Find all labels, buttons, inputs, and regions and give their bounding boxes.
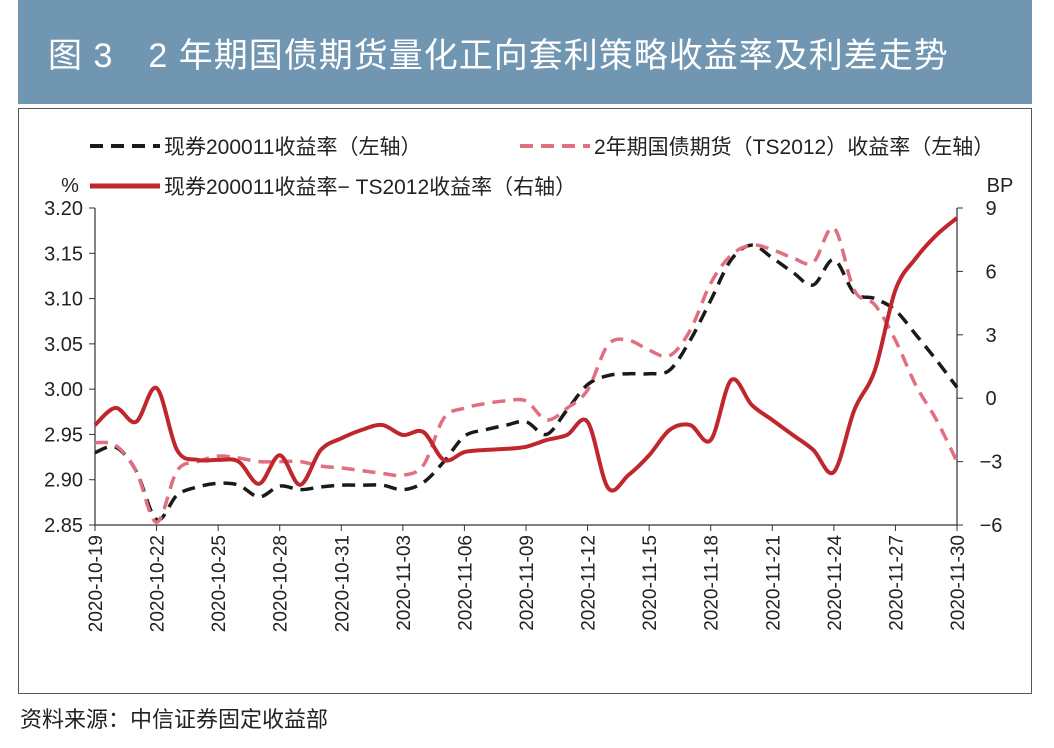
x-tick-label: 2020-10-28 (271, 535, 292, 632)
left-tick-label: 3.10 (44, 289, 83, 311)
x-tick-label: 2020-11-27 (886, 535, 907, 631)
x-tick-label: 2020-11-09 (517, 535, 538, 631)
right-tick-label: 3 (985, 325, 996, 347)
series-line-0 (94, 243, 959, 522)
x-tick-label: 2020-11-12 (579, 535, 600, 631)
left-tick-label: 2.85 (44, 515, 83, 537)
x-tick-label: 2020-10-22 (148, 535, 169, 632)
right-tick-label: −3 (980, 452, 1003, 474)
series-line-1 (94, 226, 959, 525)
legend-label-1: 2年期国债期货（TS2012）收益率（左轴） (594, 136, 994, 159)
legend-label-0: 现券200011收益率（左轴） (164, 136, 422, 159)
x-tick-label: 2020-11-24 (825, 535, 846, 631)
x-tick-label: 2020-11-15 (640, 535, 661, 631)
right-tick-label: 6 (985, 261, 996, 283)
right-tick-label: −6 (980, 515, 1003, 537)
x-tick-label: 2020-11-03 (394, 535, 415, 631)
source-note: 资料来源：中信证券固定收益部 (20, 707, 329, 732)
x-tick-label: 2020-10-19 (86, 535, 107, 632)
x-tick-label: 2020-11-18 (702, 535, 723, 631)
left-tick-label: 3.15 (44, 243, 83, 265)
chart-frame (18, 108, 1032, 694)
chart-title: 图 3 2 年期国债期货量化正向套利策略收益率及利差走势 (48, 37, 949, 75)
right-axis-unit: BP (987, 175, 1014, 197)
right-tick-label: 9 (985, 198, 996, 220)
legend-label-2: 现券200011收益率− TS2012收益率（右轴） (164, 176, 576, 199)
x-tick-label: 2020-11-06 (455, 535, 476, 631)
x-tick-label: 2020-10-31 (332, 535, 353, 632)
left-axis-unit: % (61, 175, 79, 197)
left-tick-label: 3.00 (44, 379, 83, 401)
title-bar: 图 3 2 年期国债期货量化正向套利策略收益率及利差走势 (18, 0, 1032, 104)
x-tick-label: 2020-10-25 (209, 535, 230, 632)
series-line-2 (93, 216, 959, 493)
left-tick-label: 3.05 (44, 334, 83, 356)
left-tick-label: 3.20 (44, 198, 83, 220)
left-tick-label: 2.90 (44, 470, 83, 492)
x-tick-label: 2020-11-21 (763, 535, 784, 631)
left-tick-label: 2.95 (44, 424, 83, 446)
x-tick-label: 2020-11-30 (948, 535, 969, 631)
right-tick-label: 0 (985, 388, 996, 410)
